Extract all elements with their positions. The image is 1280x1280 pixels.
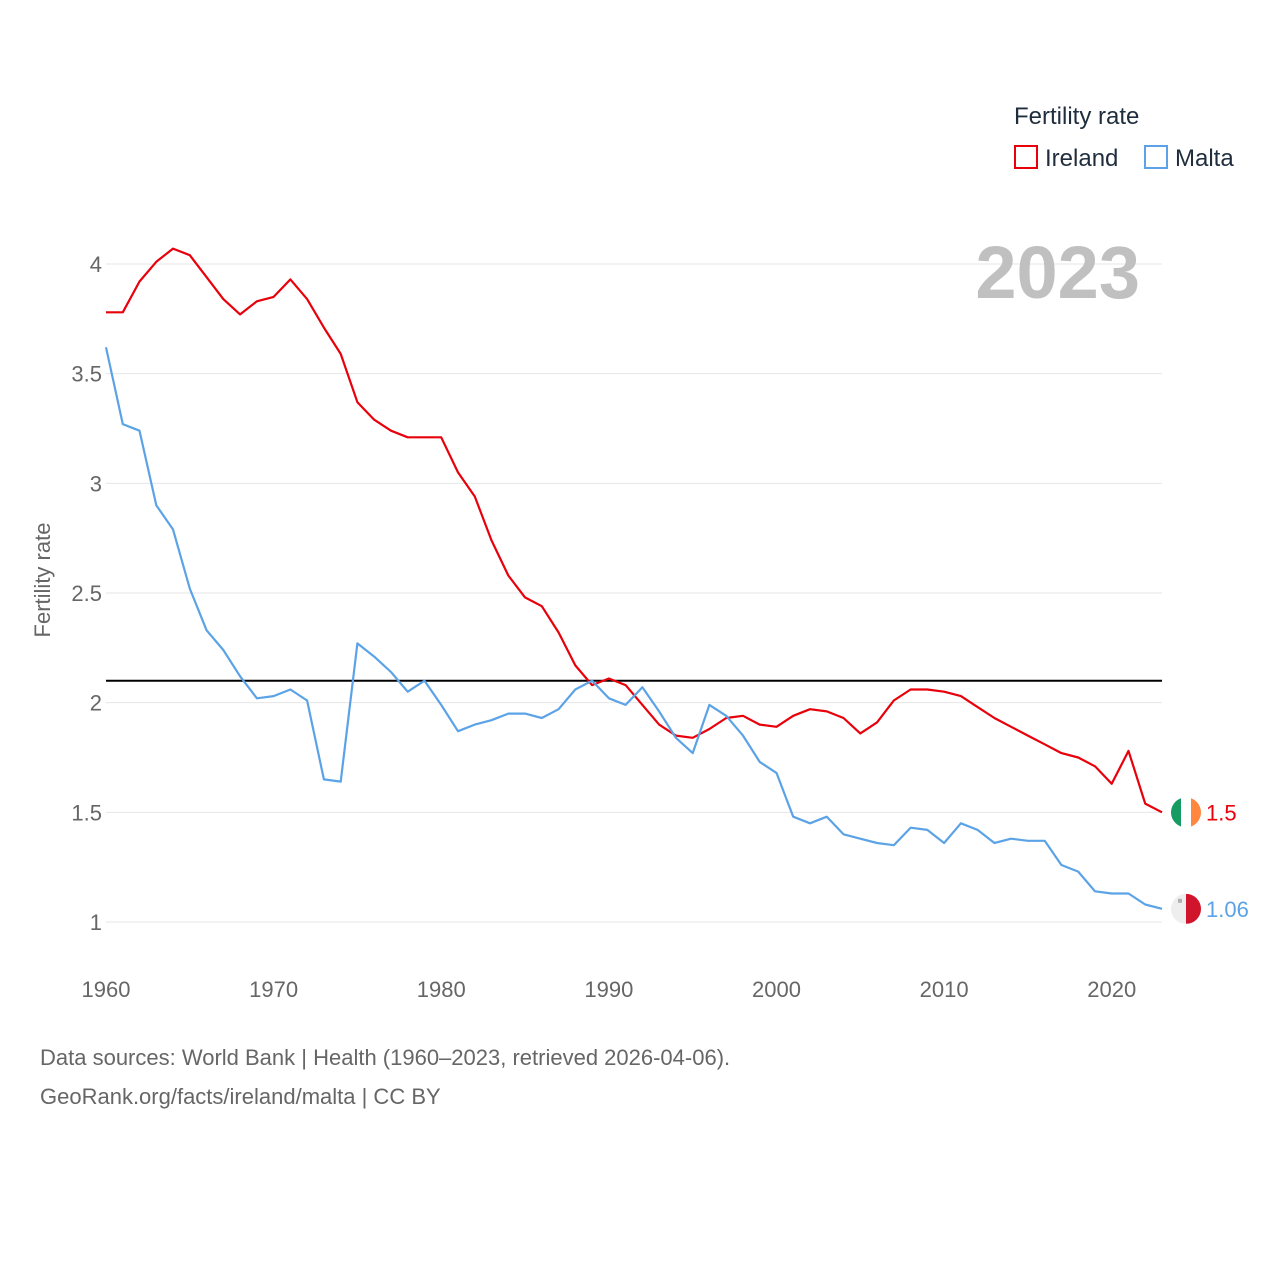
legend-label-malta: Malta: [1175, 145, 1234, 172]
y-tick-label: 3: [90, 471, 102, 496]
y-tick-label: 2: [90, 691, 102, 716]
y-axis-ticks: 1 1.5 2 2.5 3 3.5 4: [71, 252, 102, 935]
flag-half-white: [1171, 893, 1186, 924]
y-tick-label: 1: [90, 910, 102, 935]
legend-title: Fertility rate: [1014, 103, 1139, 130]
flag-half-red: [1186, 893, 1201, 924]
x-axis-ticks: 1960 1970 1980 1990 2000 2010 2020: [82, 977, 1137, 1002]
x-tick-label: 2020: [1087, 977, 1136, 1002]
current-year-label: 2023: [975, 231, 1140, 314]
legend-label-ireland: Ireland: [1045, 145, 1118, 172]
endpoint-layer: 1.5 1.06: [1171, 797, 1249, 924]
ireland-flag-icon: [1171, 797, 1201, 828]
end-value-label-ireland: 1.5: [1206, 800, 1237, 825]
grid-layer: [106, 263, 1162, 923]
flag-stripe-white: [1181, 797, 1191, 828]
series-layer: [104, 247, 1163, 910]
series-line-malta: [104, 347, 1163, 910]
x-tick-label: 1980: [417, 977, 466, 1002]
flag-george-cross: [1178, 898, 1182, 903]
end-value-label-malta: 1.06: [1206, 897, 1249, 922]
footer-sources: Data sources: World Bank | Health (1960–…: [40, 1045, 731, 1070]
x-tick-label: 2000: [752, 977, 801, 1002]
malta-flag-icon: [1171, 893, 1201, 924]
legend-swatch-ireland: [1014, 145, 1038, 169]
x-tick-label: 1960: [82, 977, 131, 1002]
x-tick-label: 1970: [249, 977, 298, 1002]
y-tick-label: 2.5: [71, 581, 102, 606]
y-tick-label: 3.5: [71, 362, 102, 387]
legend-item-ireland[interactable]: Ireland: [1014, 145, 1118, 172]
x-tick-label: 1990: [584, 977, 633, 1002]
flag-stripe-orange: [1191, 797, 1201, 828]
legend-swatch-malta: [1144, 145, 1168, 169]
legend-item-malta[interactable]: Malta: [1144, 145, 1234, 172]
legend: Fertility rate Ireland Malta: [1014, 103, 1234, 172]
y-tick-label: 4: [90, 252, 102, 277]
series-line-ireland: [106, 247, 1163, 814]
y-tick-label: 1.5: [71, 800, 102, 825]
flag-stripe-green: [1171, 797, 1181, 828]
x-tick-label: 2010: [920, 977, 969, 1002]
footer-credit[interactable]: GeoRank.org/facts/ireland/malta | CC BY: [40, 1084, 441, 1109]
y-axis-label: Fertility rate: [30, 523, 55, 638]
